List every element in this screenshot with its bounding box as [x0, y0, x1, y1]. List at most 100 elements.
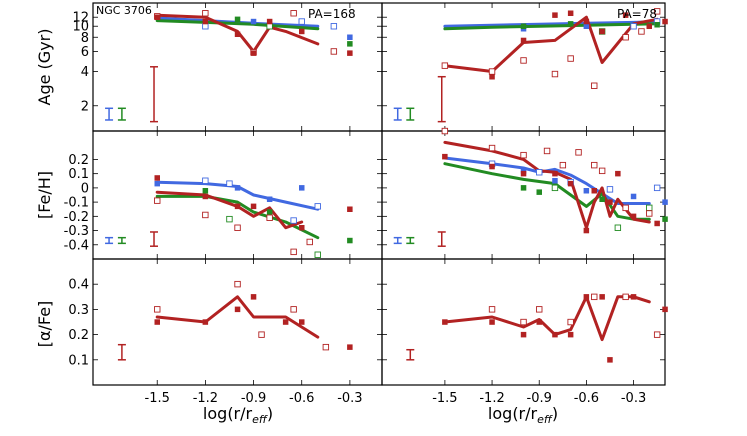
open-red-marker [653, 331, 661, 338]
open-green-marker [314, 251, 321, 258]
filled-blue-marker [266, 196, 273, 202]
panel-afe-right: -1.5 -1.2 -0.9 -0.6 -0.3 [381, 258, 668, 406]
open-red-marker [154, 306, 161, 313]
filled-red-marker [442, 319, 448, 325]
open-red-marker [591, 82, 598, 89]
filled-red-marker [234, 306, 241, 313]
filled-blue-marker [630, 193, 637, 200]
open-red-marker [575, 149, 582, 156]
error-bar-red [150, 66, 159, 123]
open-red-marker [622, 34, 629, 41]
open-red-marker [488, 68, 496, 75]
open-red-marker [266, 214, 273, 221]
y-tick-label: -0.2 [64, 210, 89, 225]
filled-green-marker [520, 23, 527, 29]
x-label-left-main: log(r/r [203, 404, 253, 423]
filled-red-marker [489, 74, 495, 80]
open-red-marker [322, 343, 330, 351]
open-red-marker [290, 248, 297, 256]
open-red-marker [567, 318, 574, 326]
filled-green-marker [520, 185, 527, 191]
filled-red-marker [607, 199, 613, 205]
x-label-right-main: log(r/r [488, 404, 538, 423]
filled-red-marker [615, 170, 621, 177]
figure-title: NGC 3706 [96, 4, 152, 17]
y-tick-label: 10 [72, 20, 89, 35]
filled-red-marker [202, 193, 209, 200]
panel-frame [381, 258, 666, 386]
series-line-blue [443, 156, 651, 205]
panel-age-right [381, 2, 668, 132]
open-red-marker [258, 331, 265, 338]
filled-red-marker [662, 306, 668, 313]
open-red-marker [488, 144, 496, 152]
x-tick-label: -0.9 [241, 391, 266, 406]
open-red-marker [202, 10, 209, 17]
error-bar-red [150, 231, 159, 247]
y-tick-label: 0.1 [68, 353, 89, 368]
open-red-marker [598, 167, 606, 175]
panel-afe-left: 0.1 0.2 0.3 0.4 -1.5 -1.2 -0.9 -0.6 -0.3 [68, 258, 383, 406]
filled-red-marker [583, 227, 590, 234]
filled-red-marker [567, 180, 574, 187]
filled-green-marker [662, 216, 668, 222]
filled-green-marker [567, 21, 574, 27]
x-tick-label: -0.6 [574, 391, 599, 406]
filled-red-marker [282, 319, 289, 325]
open-red-marker [591, 293, 598, 301]
error-bar-green [406, 236, 415, 245]
filled-red-marker [552, 170, 558, 177]
x-label-left: log(r/reff) [203, 404, 273, 426]
filled-red-marker [583, 18, 590, 25]
filled-blue-marker [234, 185, 241, 191]
filled-red-marker [552, 331, 558, 338]
error-bar-blue [393, 236, 402, 245]
open-red-marker [653, 8, 661, 15]
filled-green-marker [234, 16, 241, 23]
filled-red-marker [599, 28, 605, 35]
open-blue-marker [330, 23, 338, 30]
open-red-marker [520, 57, 527, 64]
filled-red-marker [567, 10, 574, 16]
open-green-marker [551, 184, 559, 192]
open-red-marker [543, 147, 551, 155]
filled-blue-marker [662, 199, 668, 205]
series-line-blue [155, 180, 320, 211]
filled-red-marker [202, 18, 209, 25]
filled-blue-marker [583, 23, 590, 29]
x-tick-label: -1.5 [432, 391, 457, 406]
panel-frame [381, 130, 666, 260]
open-red-marker [622, 204, 629, 212]
filled-red-marker [622, 12, 629, 18]
y-tick-label: 2 [81, 99, 89, 114]
x-tick-label: -1.5 [145, 391, 170, 406]
open-blue-marker [202, 177, 209, 184]
open-red-marker [488, 306, 496, 313]
panel-feh-right [381, 127, 668, 260]
panel-frame [92, 258, 383, 386]
filled-red-marker [154, 319, 160, 325]
error-bar-green [406, 107, 415, 121]
open-red-marker [202, 211, 209, 219]
open-green-marker [226, 215, 233, 223]
y-tick-label: 0 [81, 181, 89, 196]
y-tick-label: 0.2 [68, 328, 89, 343]
x-tick-label: -0.9 [527, 391, 552, 406]
error-bar-green [117, 236, 126, 245]
x-label-left-sub: eff [252, 413, 268, 426]
error-bar-red [437, 231, 446, 247]
open-red-marker [520, 151, 527, 159]
open-red-marker [441, 62, 449, 69]
filled-red-marker [520, 170, 527, 177]
filled-green-marker [654, 22, 660, 28]
pa-label-left: PA=168 [308, 7, 356, 21]
filled-red-marker [552, 12, 558, 18]
series-line-red [443, 140, 651, 230]
filled-red-marker [654, 220, 660, 227]
x-tick-label: -1.2 [193, 391, 218, 406]
filled-red-marker [299, 28, 305, 35]
pa-label-right: PA=78 [617, 7, 657, 21]
filled-red-marker [250, 203, 257, 210]
open-red-marker [290, 10, 297, 17]
series-line-red [443, 295, 651, 342]
